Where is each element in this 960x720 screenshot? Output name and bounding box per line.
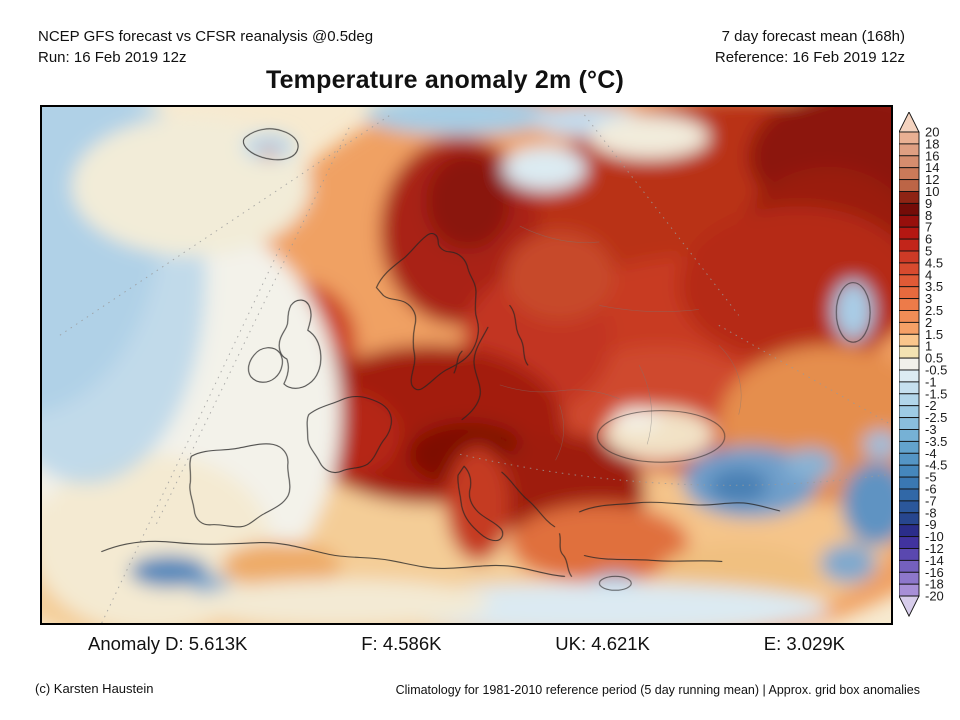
model-comparison-line: NCEP GFS forecast vs CFSR reanalysis @0.… [38,28,374,45]
svg-text:2.5: 2.5 [925,303,943,318]
svg-text:-2: -2 [925,398,937,413]
svg-text:10: 10 [925,184,939,199]
svg-text:20: 20 [925,125,939,140]
svg-text:5: 5 [925,244,932,259]
svg-text:12: 12 [925,172,939,187]
run-info: NCEP GFS forecast vs CFSR reanalysis @0.… [38,26,373,68]
run-date-line: Run: 16 Feb 2019 12z [38,49,187,66]
svg-text:7: 7 [925,220,932,235]
svg-text:-6: -6 [925,482,937,497]
svg-text:18: 18 [925,136,939,151]
coastlines [101,128,871,591]
svg-text:-3.5: -3.5 [925,434,947,449]
map-frame [40,105,893,625]
svg-text:-18: -18 [925,577,944,592]
anomaly-field [42,107,891,623]
svg-text:9: 9 [925,196,932,211]
svg-text:-4.5: -4.5 [925,458,947,473]
svg-text:3: 3 [925,291,932,306]
svg-text:14: 14 [925,160,939,175]
svg-text:-14: -14 [925,553,944,568]
svg-text:-2.5: -2.5 [925,410,947,425]
forecast-info: 7 day forecast mean (168h) Reference: 16… [715,26,905,68]
svg-text:-7: -7 [925,493,937,508]
svg-text:6: 6 [925,232,932,247]
svg-text:-5: -5 [925,470,937,485]
climatology-note: Climatology for 1981-2010 reference peri… [395,683,920,697]
stat-uk: UK: 4.621K [555,633,650,654]
svg-text:-9: -9 [925,517,937,532]
stat-d: Anomaly D: 5.613K [88,633,248,654]
colorbar-legend: 20 18 16 14 12 10 9 8 7 6 5 4.5 4 3.5 3 2.5 2 1.5 1 0.5 -0.5… [898,110,960,620]
europe-anomaly-map [42,107,891,623]
svg-text:-1: -1 [925,374,937,389]
forecast-mean-line: 7 day forecast mean (168h) [721,28,905,45]
svg-text:-10: -10 [925,529,944,544]
svg-text:-8: -8 [925,505,937,520]
svg-text:3.5: 3.5 [925,279,943,294]
svg-text:4.5: 4.5 [925,255,943,270]
svg-text:1: 1 [925,339,932,354]
svg-text:-3: -3 [925,422,937,437]
page-title: Temperature anomaly 2m (°C) [265,66,625,94]
svg-text:1.5: 1.5 [925,327,943,342]
svg-text:-12: -12 [925,541,944,556]
svg-text:8: 8 [925,208,932,223]
svg-text:-16: -16 [925,565,944,580]
svg-text:-0.5: -0.5 [925,363,947,378]
colorbar-scale: 201816141210987654.543.532.521.510.5-0.5… [898,110,947,618]
svg-text:16: 16 [925,148,939,163]
svg-text:-1.5: -1.5 [925,386,947,401]
svg-text:-4: -4 [925,446,937,461]
svg-text:4: 4 [925,267,932,282]
svg-text:2: 2 [925,315,932,330]
reference-date-line: Reference: 16 Feb 2019 12z [714,49,905,66]
svg-text:-20: -20 [925,589,944,604]
svg-text:0.5: 0.5 [925,351,943,366]
stat-e: E: 3.029K [763,633,845,654]
country-borders [499,225,742,461]
graticule-lines [59,114,891,623]
anomaly-stats: Anomaly D: 5.613K F: 4.586K UK: 4.621K E… [40,633,893,655]
stat-f: F: 4.586K [361,633,442,654]
copyright: (c) Karsten Haustein [35,681,154,696]
